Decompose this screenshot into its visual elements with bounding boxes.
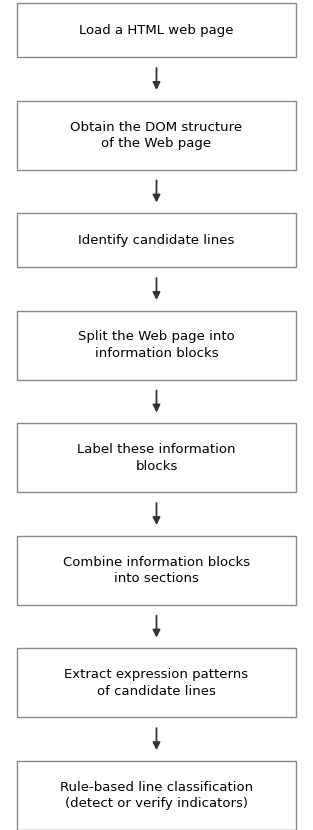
Text: Obtain the DOM structure
of the Web page: Obtain the DOM structure of the Web page [70,120,243,150]
Text: Rule-based line classification
(detect or verify indicators): Rule-based line classification (detect o… [60,781,253,810]
FancyBboxPatch shape [17,310,296,380]
Text: Load a HTML web page: Load a HTML web page [79,24,234,37]
FancyBboxPatch shape [17,423,296,492]
Text: Combine information blocks
into sections: Combine information blocks into sections [63,555,250,585]
FancyBboxPatch shape [17,648,296,717]
FancyBboxPatch shape [17,761,296,830]
Text: Identify candidate lines: Identify candidate lines [78,234,235,247]
FancyBboxPatch shape [17,100,296,170]
Text: Split the Web page into
information blocks: Split the Web page into information bloc… [78,330,235,360]
Text: Label these information
blocks: Label these information blocks [77,443,236,472]
FancyBboxPatch shape [17,536,296,605]
FancyBboxPatch shape [17,3,296,57]
Text: Extract expression patterns
of candidate lines: Extract expression patterns of candidate… [64,668,249,698]
FancyBboxPatch shape [17,213,296,267]
